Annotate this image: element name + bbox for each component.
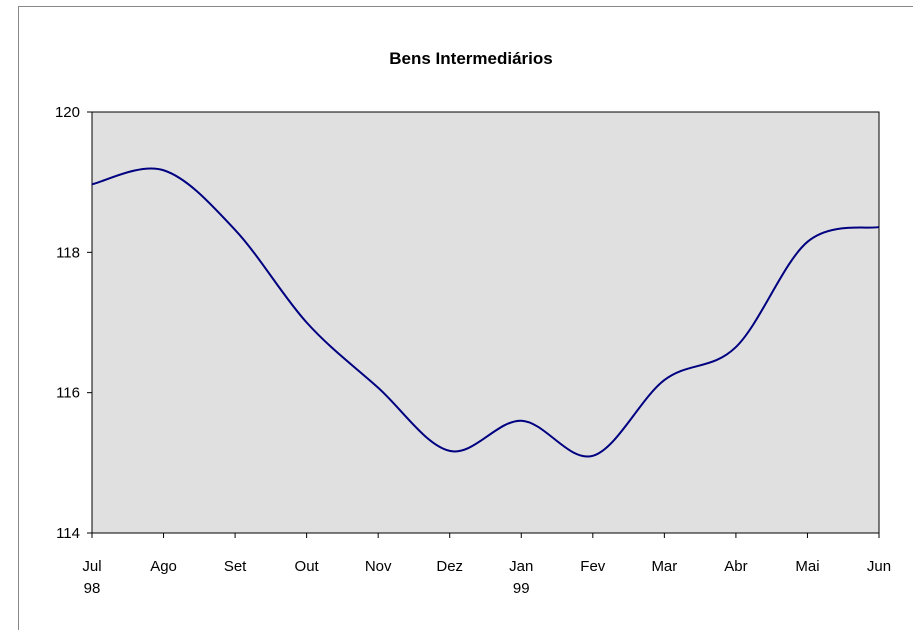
x-tick-label: Jan 99 [509,558,533,597]
x-tick-label: Dez [436,558,463,575]
line [91,167,880,458]
plot-area [91,111,880,534]
x-tick-label: Fev [580,558,606,575]
x-tick-label: Out [295,558,320,575]
x-tick-label: Jul 98 [82,558,101,597]
x-tick-label: Nov [365,558,392,575]
x-tick-label: Jun [867,558,891,575]
y-tick-label: 114 [56,525,80,542]
x-tick-label: Mar [651,558,677,575]
chart-title: Bens Intermediários [389,49,552,68]
y-tick-label: 120 [55,104,80,121]
x-tick-label: Mai [795,558,819,575]
x-tick-label: Set [224,558,247,575]
x-tick-label: Abr [724,558,747,575]
x-tick-label: Ago [150,558,177,575]
y-tick-label: 118 [56,244,80,261]
y-tick-label: 116 [56,385,80,402]
